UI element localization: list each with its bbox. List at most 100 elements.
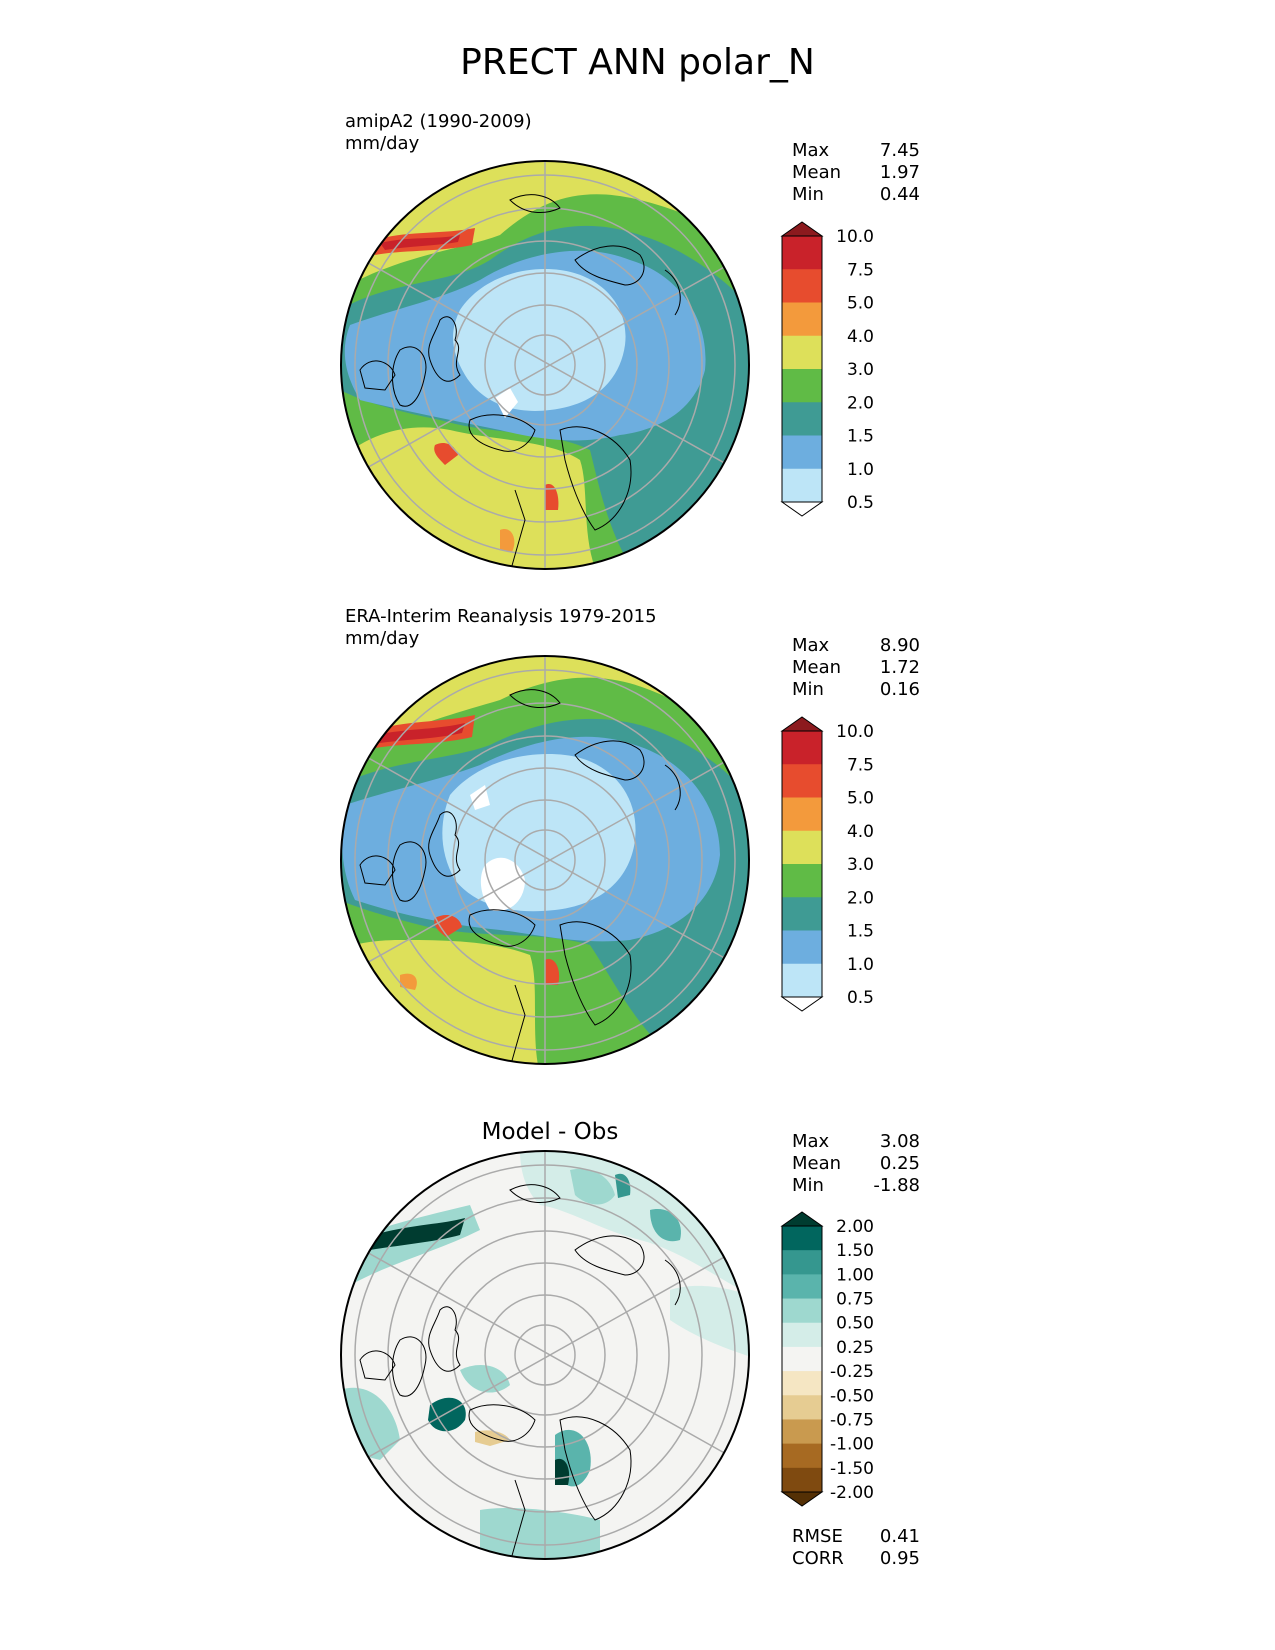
figure-title: PRECT ANN polar_N — [460, 42, 815, 83]
diff-field-wet-south — [480, 1508, 600, 1559]
colorbar-bin — [782, 797, 822, 832]
colorbar-tick-label: 1.0 — [847, 955, 874, 975]
colorbar-tick-label: 0.25 — [836, 1338, 874, 1358]
colorbar-tick-label: 0.5 — [847, 988, 874, 1008]
colorbar-extend-min — [780, 996, 824, 1012]
colorbar-extend-max — [780, 221, 824, 237]
colorbar-tick-label: 0.50 — [836, 1314, 874, 1334]
colorbar-tick-label: 10.0 — [836, 227, 874, 247]
colorbar-bin — [782, 468, 822, 503]
stat-label: Max — [792, 1131, 830, 1152]
colorbar-tick-label: 7.5 — [847, 260, 874, 280]
colorbar-bin — [782, 1371, 822, 1396]
panel1-polar-map — [340, 160, 750, 570]
diff-field-wet-north-2 — [570, 1168, 615, 1205]
colorbar-bin — [782, 402, 822, 436]
precip-field-light — [453, 269, 626, 411]
panel3-colorbar: 2.00 1.50 1.00 0.75 0.50 0.25 -0.25 -0.50 -0.75 -… — [780, 1211, 874, 1507]
storm-track-core — [380, 235, 460, 250]
colorbar-tick-label: 3.0 — [847, 855, 874, 875]
precip-max-coastal-3 — [500, 529, 515, 552]
colorbar-tick-label: -1.00 — [830, 1435, 874, 1455]
colorbar-bin — [782, 830, 822, 865]
stat-label: Mean — [792, 657, 842, 678]
metric-label: CORR — [792, 1548, 844, 1569]
metric-value: 0.41 — [879, 1526, 920, 1547]
colorbar-tick-label: 1.5 — [847, 922, 874, 942]
colorbar-tick-label: 1.00 — [836, 1265, 874, 1285]
colorbar-bin — [782, 1443, 822, 1469]
panel2-units-label: mm/day — [345, 628, 420, 649]
coastlines — [359, 194, 681, 569]
diff-field-wet-east — [670, 1285, 749, 1360]
metric-value: 0.95 — [879, 1548, 920, 1569]
colorbar-tick-label: 4.0 — [847, 327, 874, 347]
precip-max-coastal-2 — [545, 959, 560, 985]
coastlines — [359, 689, 681, 1064]
map-boundary — [340, 160, 750, 570]
colorbar-bin — [782, 335, 822, 370]
precip-field-dry — [495, 388, 518, 418]
precip-max-coastal — [434, 443, 458, 465]
colorbar-tick-label: -2.00 — [830, 1483, 874, 1503]
panel2-dataset-label: ERA-Interim Reanalysis 1979-2015 — [345, 606, 657, 627]
colorbar-bin — [782, 1419, 822, 1445]
colorbar-bin — [782, 236, 822, 270]
colorbar-tick-label: 4.0 — [847, 822, 874, 842]
panel2-stats: Max 8.90 Mean 1.72 Min 0.16 — [792, 635, 920, 701]
stat-value: 0.44 — [879, 184, 920, 205]
graticule — [341, 656, 749, 1064]
precip-max-coastal-3 — [400, 973, 417, 990]
colorbar-bin — [782, 864, 822, 898]
colorbar-tick-label: 7.5 — [847, 755, 874, 775]
colorbar-outline — [781, 730, 823, 998]
colorbar-bin — [782, 1346, 822, 1372]
colorbar-bin — [782, 897, 822, 931]
panel1-units-label: mm/day — [345, 133, 420, 154]
colorbar-bin — [782, 1298, 822, 1324]
colorbar-extend-min — [780, 1491, 824, 1507]
stat-label: Mean — [792, 1153, 842, 1174]
stat-value: 0.25 — [879, 1153, 920, 1174]
panel2-polar-map — [340, 655, 750, 1065]
colorbar-bin — [782, 369, 822, 403]
storm-track-core — [375, 723, 465, 743]
stat-label: Min — [792, 679, 824, 700]
colorbar-tick-label: 2.0 — [847, 393, 874, 413]
stat-value: 0.16 — [879, 679, 920, 700]
colorbar-bin — [782, 963, 822, 998]
panel1-stats: Max 7.45 Mean 1.97 Min 0.44 — [792, 140, 920, 206]
stat-label: Min — [792, 1175, 824, 1196]
colorbar-bin — [782, 731, 822, 765]
colorbar-extend-min — [780, 501, 824, 517]
colorbar-bin — [782, 1226, 822, 1251]
panel3-polar-map — [340, 1150, 750, 1560]
panel3-title: Model - Obs — [481, 1119, 619, 1145]
colorbar-tick-label: 1.50 — [836, 1241, 874, 1261]
diff-field-wet-north-4 — [650, 1209, 681, 1242]
colorbar-bin — [782, 1395, 822, 1420]
colorbar-bin — [782, 764, 822, 798]
colorbar-tick-label: 10.0 — [836, 722, 874, 742]
stat-value: 8.90 — [879, 635, 920, 656]
colorbar-bin — [782, 302, 822, 337]
stat-label: Mean — [792, 162, 842, 183]
panel3-metrics: RMSE 0.41 CORR 0.95 — [792, 1526, 920, 1570]
diff-field-wet-coastal — [428, 1397, 466, 1432]
colorbar-bin — [782, 1250, 822, 1275]
colorbar-bin — [782, 269, 822, 303]
diff-field-atlantic-core — [365, 1218, 465, 1250]
colorbar-bin — [782, 930, 822, 965]
precip-field-dry-2 — [470, 785, 490, 810]
metric-label: RMSE — [792, 1526, 843, 1547]
colorbar-bin — [782, 1322, 822, 1348]
panel3-stats: Max 3.08 Mean 0.25 Min -1.88 — [792, 1131, 920, 1197]
panel2-colorbar: 10.0 7.5 5.0 4.0 3.0 2.0 1.5 1.0 0.5 — [780, 716, 874, 1012]
panel1-dataset-label: amipA2 (1990-2009) — [345, 111, 532, 132]
map-boundary — [340, 1150, 750, 1560]
precip-field-dry — [480, 857, 525, 911]
precip-max-coastal-2 — [545, 484, 559, 510]
colorbar-tick-label: 0.5 — [847, 493, 874, 513]
colorbar-tick-label: -0.25 — [830, 1362, 874, 1382]
diff-field-neutral — [341, 1151, 749, 1559]
